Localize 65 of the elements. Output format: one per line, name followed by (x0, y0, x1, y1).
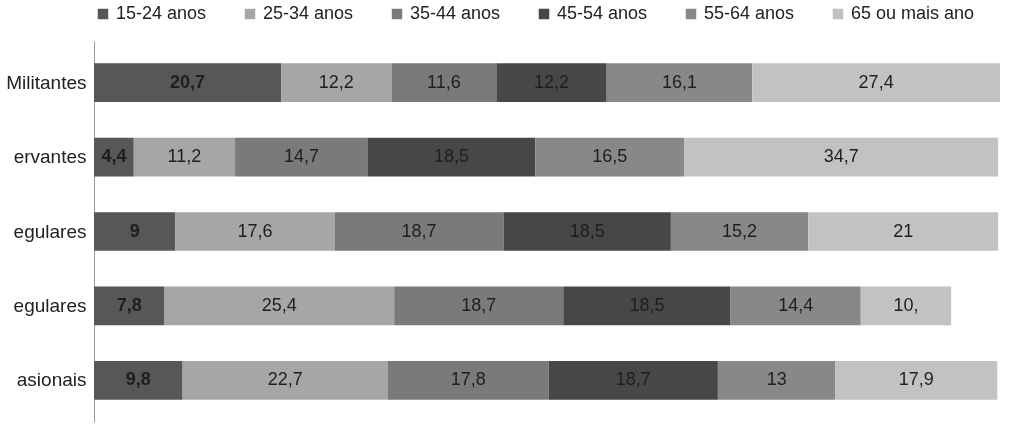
bar (717, 360, 836, 400)
data-label: 17,9 (898, 369, 934, 390)
data-label: 14,4 (778, 294, 814, 315)
data-label: 34,7 (823, 146, 859, 167)
bar (606, 63, 753, 103)
data-label: 16,1 (661, 71, 697, 92)
data-label: 18,7 (461, 294, 497, 315)
legend-label: 35-44 anos (410, 3, 501, 23)
bar (334, 212, 504, 251)
bar (235, 137, 368, 177)
bar (684, 137, 999, 177)
bar (387, 360, 549, 400)
bar (752, 63, 1000, 103)
bar (391, 63, 497, 103)
bar (394, 286, 564, 326)
bar (133, 137, 236, 177)
data-label: 27,4 (858, 71, 894, 92)
y-tick-label: egulares (13, 294, 87, 316)
y-tick-label: asionais (16, 369, 87, 391)
data-label: 9,8 (125, 369, 151, 390)
bar (563, 286, 731, 326)
data-label: 7,8 (116, 294, 142, 315)
legend-label: 55-64 anos (704, 3, 795, 23)
bar (535, 137, 685, 177)
data-label: 25,4 (261, 294, 297, 315)
data-label: 15,2 (722, 220, 758, 241)
data-label: 14,7 (283, 146, 320, 167)
bar (175, 212, 335, 251)
data-label: 20,7 (170, 71, 206, 92)
legend-label: 15-24 anos (116, 3, 207, 23)
bar (548, 360, 718, 400)
bar (503, 212, 671, 251)
data-label: 12,2 (318, 71, 354, 92)
data-label: 10, (893, 294, 919, 315)
data-label: 18,7 (401, 220, 437, 241)
y-tick-label: ervantes (13, 146, 87, 168)
y-tick-label: Militantes (6, 71, 87, 93)
data-label: 13 (766, 369, 787, 390)
bar (496, 63, 607, 103)
data-label: 11,2 (167, 146, 202, 167)
bar (281, 63, 392, 103)
legend-label: 25-34 anos (263, 3, 354, 23)
bar (670, 212, 809, 251)
data-label: 4,4 (101, 146, 127, 167)
data-label: 16,5 (592, 146, 628, 167)
bar (182, 360, 388, 400)
data-label: 9 (129, 220, 140, 241)
bar (94, 286, 165, 326)
data-label: 17,8 (450, 369, 486, 390)
bar (367, 137, 536, 177)
bar (860, 286, 952, 326)
bar (730, 286, 861, 326)
data-label: 17,6 (237, 220, 273, 241)
data-label: 11,6 (427, 71, 461, 92)
bar (835, 360, 998, 400)
legend-label: 45-54 anos (557, 3, 648, 23)
data-label: 22,7 (267, 369, 303, 390)
bar (808, 212, 999, 251)
bar (164, 286, 395, 326)
bar (94, 360, 183, 400)
bar (94, 63, 282, 103)
y-tick-label: egulares (13, 220, 87, 242)
data-label: 21 (893, 220, 914, 241)
legend-label: 65 ou mais ano (851, 3, 975, 23)
bar (94, 212, 176, 251)
